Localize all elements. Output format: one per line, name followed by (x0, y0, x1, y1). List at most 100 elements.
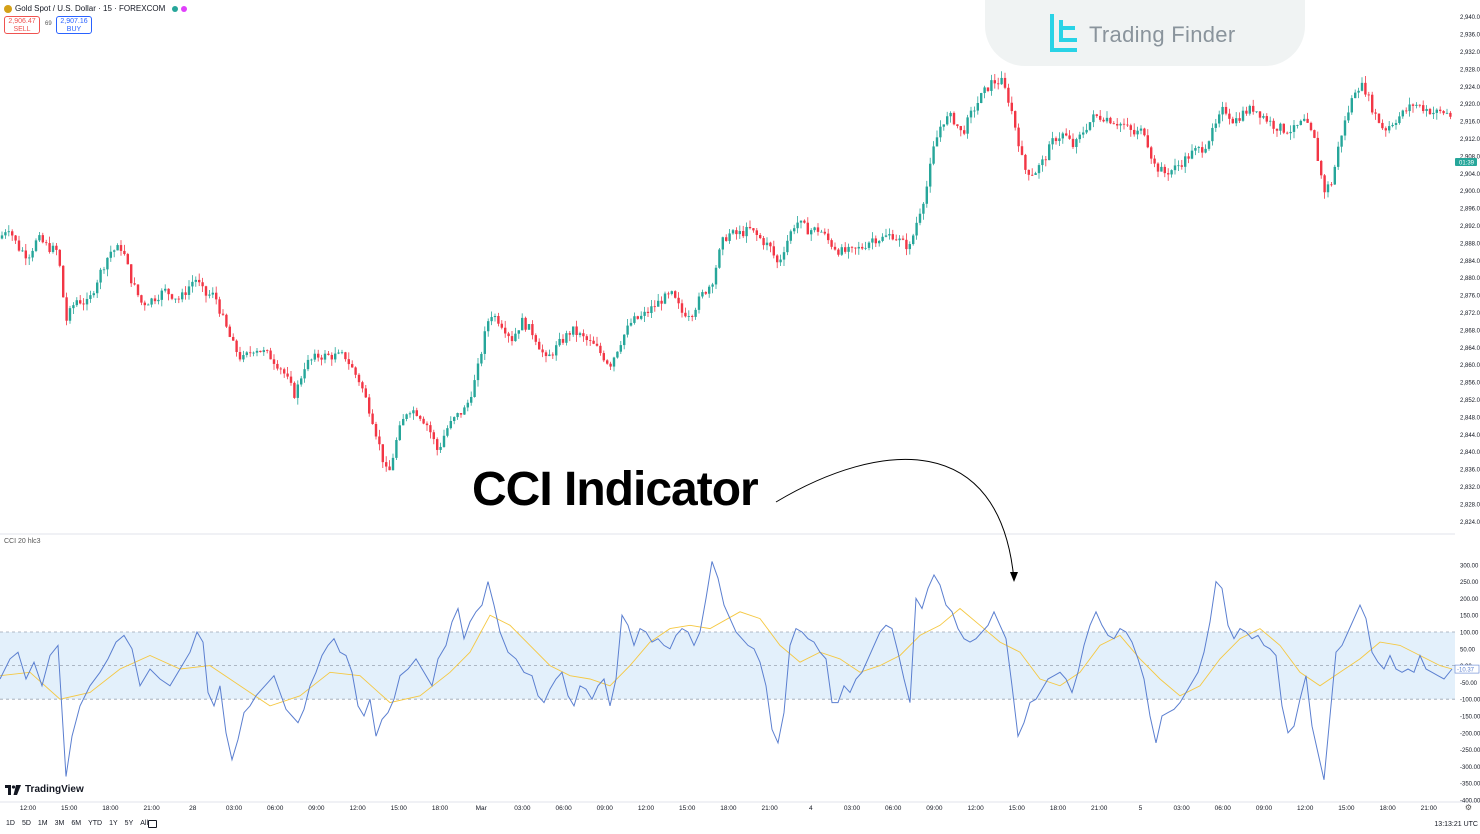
price-tick-label: 2,848.00 (1460, 415, 1480, 421)
price-tick-label: 2,868.00 (1460, 328, 1480, 334)
candle-body (844, 247, 847, 252)
candle-body (249, 352, 252, 354)
candle-body (912, 235, 915, 245)
candle-body (381, 444, 384, 463)
candle-body (1405, 110, 1408, 112)
candle-body (1374, 112, 1377, 114)
candle-body (1177, 165, 1180, 167)
price-tick-label: 2,872.00 (1460, 311, 1480, 317)
candle-body (551, 354, 554, 356)
time-tick-label: 21:00 (143, 805, 160, 812)
candle-body (405, 414, 408, 419)
timeframe-5y[interactable]: 5Y (124, 820, 134, 827)
candle-body (470, 396, 473, 403)
candle-body (1357, 90, 1360, 93)
timeframe-6m[interactable]: 6M (71, 820, 82, 827)
price-tick-label: 2,828.00 (1460, 502, 1480, 508)
candle-body (572, 326, 575, 335)
candle-body (864, 247, 867, 249)
candle-body (776, 255, 779, 263)
candle-body (738, 231, 741, 235)
candle-body (1272, 120, 1275, 129)
timeframe-1y[interactable]: 1Y (109, 820, 118, 827)
candle-body (446, 428, 449, 436)
candle-body (946, 116, 949, 125)
candle-body (21, 250, 24, 252)
timeframe-1m[interactable]: 1M (37, 820, 48, 827)
timeframe-5d[interactable]: 5D (21, 820, 31, 827)
candle-body (490, 317, 493, 322)
candle-body (153, 298, 157, 302)
candle-body (1044, 159, 1047, 161)
candle-body (429, 425, 432, 433)
cci-indicator-label[interactable]: CCI 20 hlc3 (4, 538, 41, 545)
time-tick-label: 5 (1139, 805, 1143, 812)
candle-body (1051, 138, 1054, 145)
candle-body (1411, 104, 1415, 106)
data-status-icon (181, 5, 188, 12)
candle-body (558, 338, 561, 346)
candle-body (357, 374, 361, 383)
gold-symbol-icon (4, 4, 12, 13)
candle-body (735, 230, 738, 235)
candle-body (568, 333, 571, 335)
candle-body (374, 423, 378, 437)
buy-button[interactable]: 2,907.16 BUY (56, 16, 92, 34)
candle-body (1303, 118, 1306, 121)
candle-body (1139, 128, 1143, 131)
candle-body (548, 354, 551, 357)
candle-body (1231, 118, 1234, 124)
candle-body (1275, 128, 1279, 131)
symbol-title-row[interactable]: Gold Spot / U.S. Dollar · 15 · FOREXCOM (4, 4, 188, 13)
candle-body (697, 296, 701, 310)
candle-body (1343, 120, 1347, 136)
tradingview-logo-icon (5, 784, 21, 795)
cci-ma-line (0, 607, 1453, 707)
calendar-icon[interactable] (148, 820, 157, 828)
candle-body (181, 292, 184, 300)
candle-body (592, 340, 595, 344)
sell-button[interactable]: 2,906.47 SELL (4, 16, 40, 34)
time-tick-label: 12:00 (638, 805, 655, 812)
candle-body (888, 234, 891, 236)
settings-gear-icon[interactable]: ⚙ (1464, 803, 1472, 812)
candle-body (184, 292, 187, 295)
candle-body (1292, 125, 1296, 132)
timeframe-all[interactable]: All (140, 820, 149, 827)
candle-body (459, 413, 463, 415)
candle-body (99, 269, 102, 283)
timeframe-1d[interactable]: 1D (6, 820, 15, 827)
candle-body (1082, 132, 1085, 135)
candle-body (1428, 108, 1432, 115)
timeframe-3m[interactable]: 3M (54, 820, 65, 827)
candle-body (1269, 120, 1272, 122)
candle-body (1167, 173, 1170, 175)
timeframe-ytd[interactable]: YTD (88, 820, 103, 827)
tradingview-logo[interactable]: TradingView (5, 784, 84, 795)
time-tick-label: 09:00 (1256, 805, 1273, 812)
candle-body (215, 292, 218, 300)
candle-body (62, 265, 65, 298)
candle-body (113, 250, 116, 252)
candle-body (1133, 129, 1136, 135)
candle-body (677, 297, 680, 304)
candle-body (840, 247, 843, 255)
utc-clock[interactable]: 13:13:21 UTC (1434, 821, 1478, 828)
time-tick-label: 15:00 (61, 805, 78, 812)
candle-body (1041, 159, 1044, 166)
candle-body (351, 364, 354, 368)
candle-body (510, 336, 514, 342)
cci-tick-label: 250.00 (1460, 580, 1479, 586)
time-tick-label: 15:00 (679, 805, 696, 812)
candle-body (1102, 119, 1105, 122)
candle-body (1058, 138, 1061, 142)
candle-body (1119, 123, 1122, 126)
candle-body (483, 331, 486, 354)
candle-body (623, 334, 626, 346)
cci-tick-label: -50.00 (1460, 681, 1478, 687)
candle-body (211, 292, 214, 295)
candle-body (595, 343, 599, 346)
candle-body (368, 397, 371, 414)
candle-body (759, 235, 762, 239)
